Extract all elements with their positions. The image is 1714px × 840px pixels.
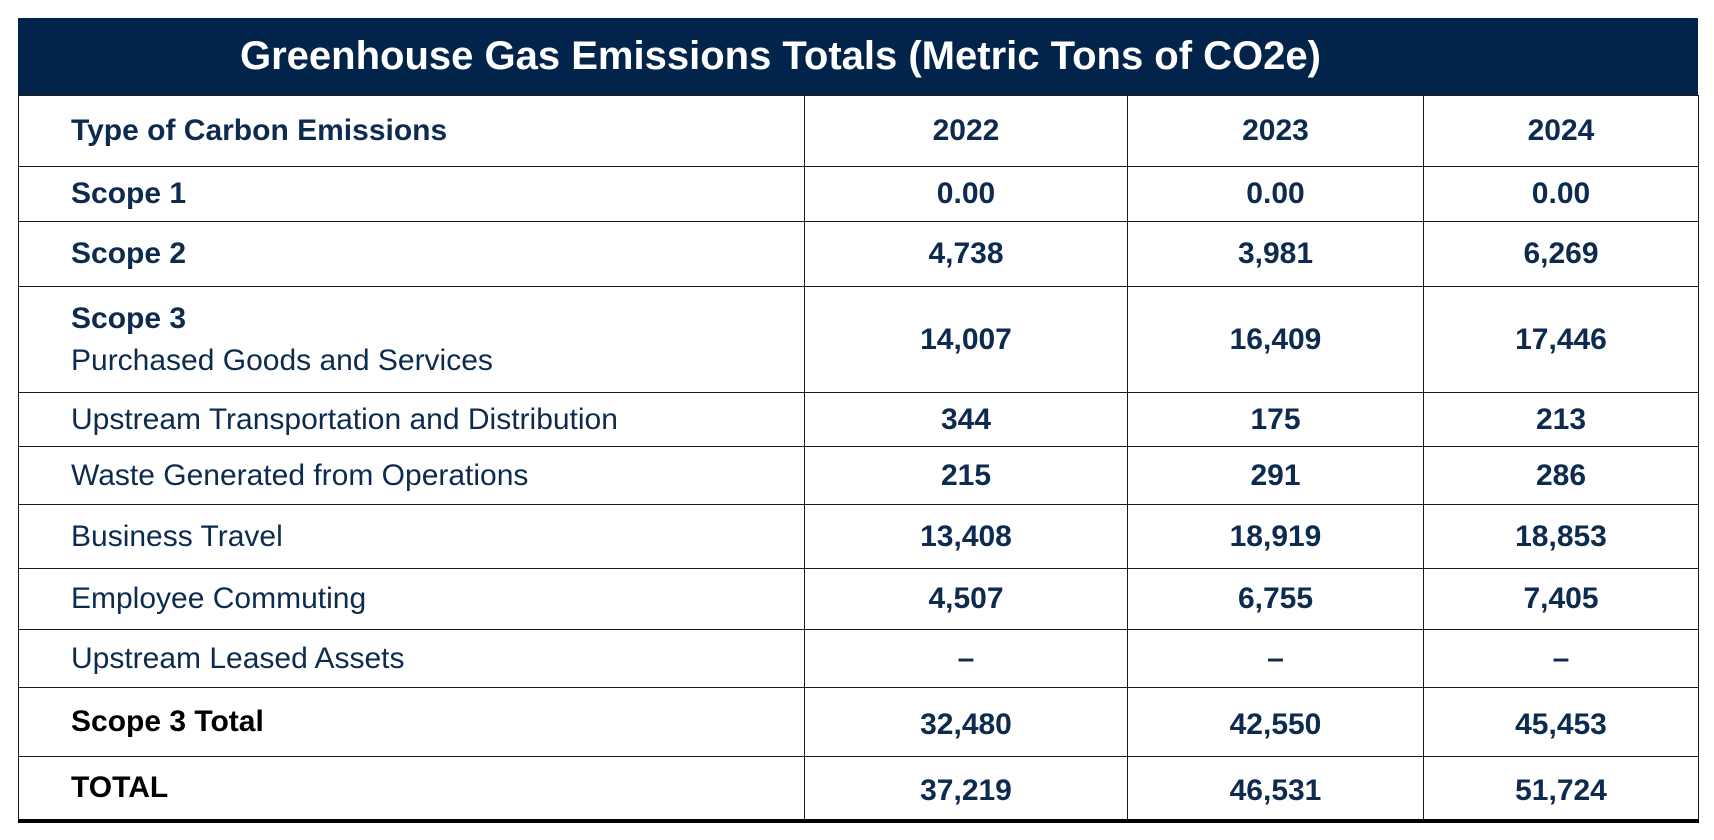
- cell-2024: 286: [1423, 446, 1699, 505]
- cell-2022: 4,738: [804, 221, 1128, 287]
- cell-2022: –: [804, 629, 1128, 688]
- table-row-upstream-leased-assets: Upstream Leased Assets – – –: [18, 629, 1699, 688]
- row-label: Waste Generated from Operations: [18, 446, 805, 505]
- row-label: Scope 1: [18, 166, 805, 222]
- emissions-table: Type of Carbon Emissions 2022 2023 2024 …: [18, 95, 1699, 823]
- emissions-table-container: Greenhouse Gas Emissions Totals (Metric …: [18, 18, 1699, 823]
- row-label: Scope 2: [18, 221, 805, 287]
- table-row-scope-3: Scope 3 Purchased Goods and Services 14,…: [18, 286, 1699, 393]
- header-row: Type of Carbon Emissions 2022 2023 2024: [18, 95, 1699, 167]
- table-row-employee-commuting: Employee Commuting 4,507 6,755 7,405: [18, 568, 1699, 630]
- cell-2024: 17,446: [1423, 286, 1699, 393]
- cell-2022: 344: [804, 392, 1128, 447]
- cell-2023: 16,409: [1127, 286, 1424, 393]
- cell-2022: 4,507: [804, 568, 1128, 630]
- cell-2023: 42,550: [1127, 687, 1424, 757]
- cell-2023: 175: [1127, 392, 1424, 447]
- cell-2024: –: [1423, 629, 1699, 688]
- cell-2023: 6,755: [1127, 568, 1424, 630]
- cell-2023: 3,981: [1127, 221, 1424, 287]
- table-title: Greenhouse Gas Emissions Totals (Metric …: [18, 18, 1698, 95]
- cell-2023: 291: [1127, 446, 1424, 505]
- table-row-scope-1: Scope 1 0.00 0.00 0.00: [18, 166, 1699, 222]
- header-type-label: Type of Carbon Emissions: [18, 95, 805, 167]
- table-row-business-travel: Business Travel 13,408 18,919 18,853: [18, 504, 1699, 569]
- cell-2022: 215: [804, 446, 1128, 505]
- row-label: Scope 3: [71, 301, 187, 335]
- cell-2023: –: [1127, 629, 1424, 688]
- cell-2022: 13,408: [804, 504, 1128, 569]
- header-year-2023: 2023: [1127, 95, 1424, 167]
- cell-2024: 18,853: [1423, 504, 1699, 569]
- table-row-scope-3-total: Scope 3 Total 32,480 42,550 45,453: [18, 687, 1699, 757]
- cell-2024: 6,269: [1423, 221, 1699, 287]
- cell-2023: 18,919: [1127, 504, 1424, 569]
- row-label: Business Travel: [18, 504, 805, 569]
- header-year-2024: 2024: [1423, 95, 1699, 167]
- cell-2024: 7,405: [1423, 568, 1699, 630]
- row-label: Scope 3 Total: [18, 687, 805, 757]
- row-label: Upstream Leased Assets: [18, 629, 805, 688]
- cell-2023: 0.00: [1127, 166, 1424, 222]
- table-row-waste: Waste Generated from Operations 215 291 …: [18, 446, 1699, 505]
- cell-2024: 0.00: [1423, 166, 1699, 222]
- cell-2023: 46,531: [1127, 756, 1424, 823]
- table-row-upstream-transportation: Upstream Transportation and Distribution…: [18, 392, 1699, 447]
- row-sublabel: Purchased Goods and Services: [71, 343, 493, 377]
- cell-2022: 32,480: [804, 687, 1128, 757]
- cell-2024: 213: [1423, 392, 1699, 447]
- cell-2022: 37,219: [804, 756, 1128, 823]
- row-label: TOTAL: [18, 756, 805, 823]
- table-row-total: TOTAL 37,219 46,531 51,724: [18, 756, 1699, 823]
- table-row-scope-2: Scope 2 4,738 3,981 6,269: [18, 221, 1699, 287]
- row-label: Upstream Transportation and Distribution: [18, 392, 805, 447]
- row-label: Employee Commuting: [18, 568, 805, 630]
- cell-2022: 14,007: [804, 286, 1128, 393]
- cell-2024: 45,453: [1423, 687, 1699, 757]
- cell-2024: 51,724: [1423, 756, 1699, 823]
- cell-2022: 0.00: [804, 166, 1128, 222]
- header-year-2022: 2022: [804, 95, 1128, 167]
- row-label-group: Scope 3 Purchased Goods and Services: [18, 286, 805, 393]
